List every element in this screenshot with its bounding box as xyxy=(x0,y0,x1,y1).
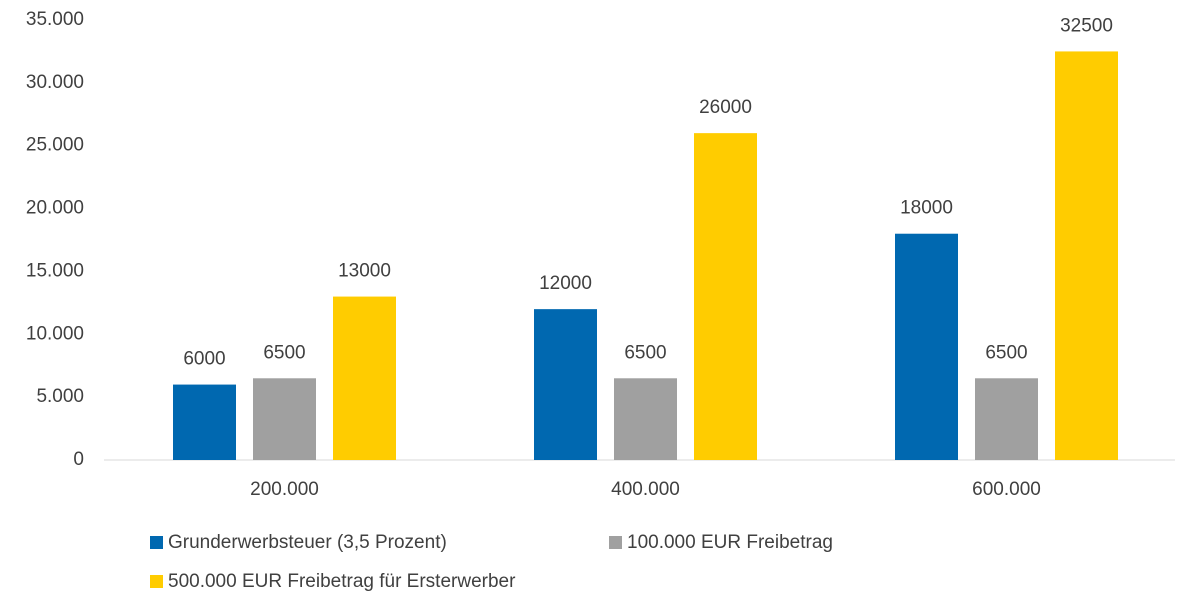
value-label: 32500 xyxy=(1060,15,1113,36)
legend-label: 500.000 EUR Freibetrag für Ersterwerber xyxy=(168,571,516,592)
bar xyxy=(534,309,597,460)
value-label: 6000 xyxy=(183,349,225,370)
bar xyxy=(895,233,958,460)
x-tick-label: 400.000 xyxy=(611,479,680,500)
value-label: 18000 xyxy=(900,198,953,219)
value-label: 13000 xyxy=(338,261,391,282)
bar xyxy=(694,133,757,460)
value-label: 6500 xyxy=(263,342,305,363)
y-tick-label: 25.000 xyxy=(26,135,84,156)
x-tick-label: 200.000 xyxy=(250,479,319,500)
legend-marker xyxy=(150,536,163,549)
bar xyxy=(173,384,236,460)
y-tick-label: 30.000 xyxy=(26,72,84,93)
bar xyxy=(975,378,1038,460)
legend-marker xyxy=(609,536,622,549)
y-tick-label: 0 xyxy=(73,449,84,470)
legend-label: Grunderwerbsteuer (3,5 Prozent) xyxy=(168,532,447,553)
bar xyxy=(614,378,677,460)
legend-label: 100.000 EUR Freibetrag xyxy=(627,532,833,553)
bar xyxy=(333,296,396,460)
y-tick-label: 35.000 xyxy=(26,9,84,30)
y-tick-label: 10.000 xyxy=(26,323,84,344)
value-label: 26000 xyxy=(699,97,752,118)
y-tick-label: 5.000 xyxy=(36,386,84,407)
value-label: 6500 xyxy=(985,342,1027,363)
x-tick-label: 600.000 xyxy=(972,479,1041,500)
bar xyxy=(1055,51,1118,461)
bar xyxy=(253,378,316,460)
legend-marker xyxy=(150,575,163,588)
value-label: 12000 xyxy=(539,273,592,294)
y-tick-label: 20.000 xyxy=(26,198,84,219)
y-tick-label: 15.000 xyxy=(26,260,84,281)
value-label: 6500 xyxy=(624,342,666,363)
